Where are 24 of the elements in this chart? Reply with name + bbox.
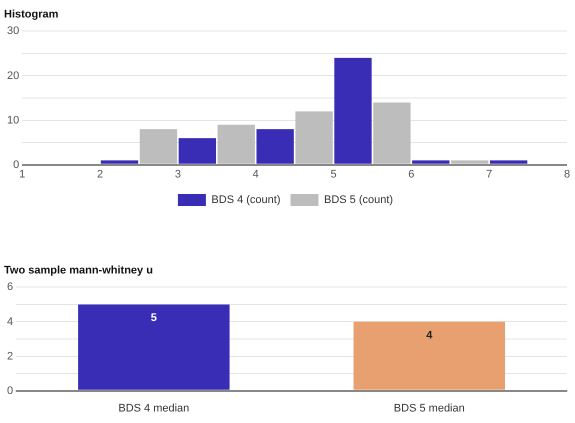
y-tick-label: 0 [6,384,14,397]
x-tick-label: 5 [330,168,337,180]
x-tick-label: BDS 4 median [118,402,190,414]
x-tick-label: 8 [564,168,570,180]
x-tick-label: 2 [96,168,104,180]
y-tick-label: 2 [6,350,14,362]
legend-label: BDS 5 (count) [324,194,394,206]
x-tick-label: BDS 5 median [394,402,465,414]
y-tick-label: 6 [6,281,14,294]
y-tick-label: 30 [6,25,20,38]
y-tick-label: 10 [6,114,20,126]
x-tick-label: 3 [174,168,181,180]
y-tick-label: 0 [13,158,20,171]
x-tick-label: 6 [408,168,414,180]
x-tick-label: 4 [252,168,259,180]
data-label: 4 [426,329,434,342]
legend-label: BDS 4 (count) [211,194,281,206]
x-tick-label: 7 [486,168,492,180]
y-tick-label: 4 [6,316,14,328]
chart-title: Two sample mann-whitney u [4,264,153,277]
y-tick-label: 20 [6,70,20,82]
data-label: 5 [150,312,157,324]
chart-title: Histogram [4,8,59,21]
x-tick-label: 1 [19,168,26,180]
